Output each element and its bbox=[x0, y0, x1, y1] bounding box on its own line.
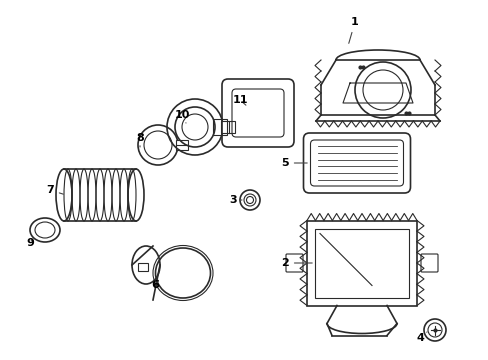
Text: 7: 7 bbox=[46, 185, 63, 195]
Text: 10: 10 bbox=[174, 110, 189, 123]
Text: 11: 11 bbox=[232, 95, 247, 105]
Text: 5: 5 bbox=[281, 158, 306, 168]
Text: 2: 2 bbox=[281, 258, 311, 268]
Text: 4: 4 bbox=[415, 332, 426, 343]
Bar bbox=[138, 263, 148, 271]
Text: 6: 6 bbox=[151, 280, 159, 290]
Text: 9: 9 bbox=[26, 238, 34, 248]
Bar bbox=[221, 121, 235, 133]
Text: 1: 1 bbox=[348, 17, 358, 43]
Bar bbox=[213, 119, 226, 135]
Bar bbox=[314, 229, 408, 297]
Bar bbox=[306, 220, 416, 306]
Text: 3: 3 bbox=[229, 195, 242, 205]
Text: 8: 8 bbox=[136, 133, 143, 147]
Bar bbox=[176, 140, 187, 150]
